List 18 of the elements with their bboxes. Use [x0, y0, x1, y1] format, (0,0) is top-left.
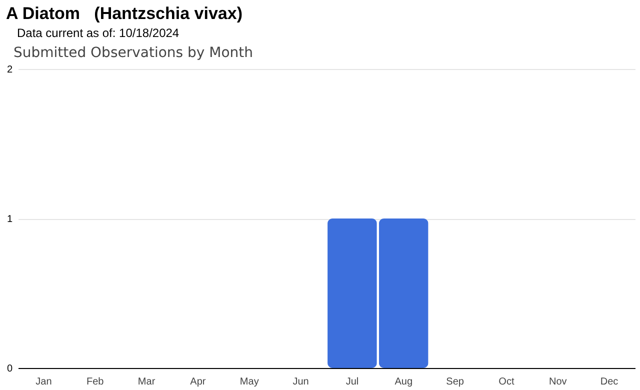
x-tick-label: Jul — [346, 376, 359, 388]
chart-title: A Diatom (Hantzschia vivax) — [6, 4, 242, 24]
x-tick-label: Aug — [394, 376, 413, 388]
x-tick-label: Mar — [138, 376, 156, 388]
x-tick-label: Apr — [190, 376, 206, 388]
x-tick-label: Feb — [86, 376, 104, 388]
x-tick-label: Sep — [446, 376, 464, 388]
y-tick-label: 0 — [6, 364, 13, 374]
x-tick-label: Dec — [600, 376, 618, 388]
x-tick-label: May — [240, 376, 259, 388]
x-tick-label: Jun — [292, 376, 309, 388]
x-tick-label: Nov — [548, 376, 567, 388]
chart-subtitle: Data current as of: 10/18/2024 — [17, 26, 180, 40]
y-tick-label: 1 — [6, 214, 13, 225]
x-tick-label: Jan — [36, 376, 52, 388]
text: Submitted Observations by Month — [13, 45, 254, 61]
x-tick-label: Oct — [498, 376, 514, 388]
y-tick-label: 2 — [6, 64, 13, 76]
